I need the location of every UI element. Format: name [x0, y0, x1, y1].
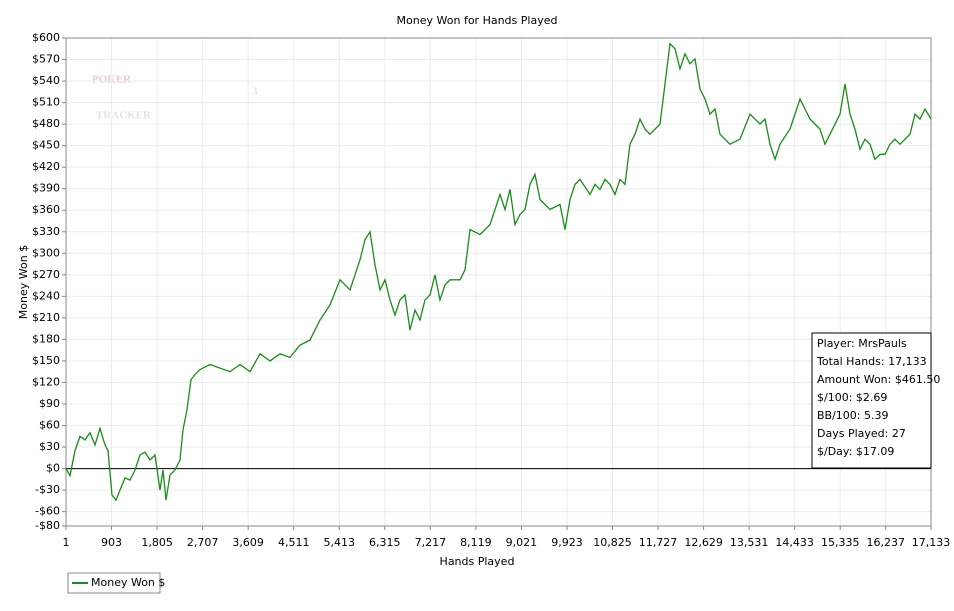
x-tick-label: 7,217 [415, 536, 447, 549]
y-axis-label: Money Won $ [17, 245, 30, 319]
stats-text: $/100: $2.69 [817, 391, 887, 404]
y-tick-label: $390 [32, 182, 60, 195]
x-tick-label: 16,237 [867, 536, 906, 549]
plot-border [65, 37, 932, 527]
x-tick-label: 14,433 [775, 536, 814, 549]
y-tick-label: $480 [32, 117, 60, 130]
y-tick-label: $510 [32, 96, 60, 109]
watermark: POKER [92, 74, 132, 86]
x-tick-label: 1,805 [141, 536, 173, 549]
x-tick-label: 11,727 [639, 536, 678, 549]
x-tick-label: 9,923 [551, 536, 583, 549]
y-tick-label: -$60 [35, 505, 60, 518]
x-tick-label: 6,315 [369, 536, 401, 549]
x-tick-label: 2,707 [187, 536, 219, 549]
x-axis-label: Hands Played [440, 555, 515, 568]
y-tick-label: $210 [32, 311, 60, 324]
stats-text: Player: MrsPauls [817, 337, 907, 350]
stats-text: Amount Won: $461.50 [817, 373, 940, 386]
y-tick-label: $180 [32, 332, 60, 345]
stats-text: Days Played: 27 [817, 427, 906, 440]
y-tick-label: -$80 [35, 519, 60, 532]
chart-title: Money Won for Hands Played [397, 14, 558, 27]
watermark: TRACKER [96, 110, 152, 122]
watermark: 3 [252, 86, 258, 98]
y-tick-label: $150 [32, 354, 60, 367]
x-tick-label: 8,119 [460, 536, 492, 549]
y-tick-label: $90 [39, 397, 60, 410]
x-tick-label: 903 [101, 536, 122, 549]
stats-text: BB/100: 5.39 [817, 409, 889, 422]
x-tick-label: 9,021 [506, 536, 538, 549]
x-tick-label: 1 [63, 536, 70, 549]
x-tick-label: 10,825 [593, 536, 632, 549]
stats-text: $/Day: $17.09 [817, 445, 894, 458]
y-tick-label: $240 [32, 289, 60, 302]
y-tick-label: $420 [32, 160, 60, 173]
x-tick-label: 15,335 [821, 536, 860, 549]
data-line [65, 42, 932, 502]
y-tick-label: $570 [32, 53, 60, 66]
stats-box [811, 332, 932, 469]
y-tick-label: $270 [32, 268, 60, 281]
x-tick-label: 5,413 [324, 536, 356, 549]
x-tick-label: 3,609 [232, 536, 264, 549]
y-tick-label: $0 [46, 462, 60, 475]
y-tick-label: $330 [32, 225, 60, 238]
x-tick-label: 4,511 [278, 536, 310, 549]
y-tick-label: -$30 [35, 483, 60, 496]
x-tick-label: 12,629 [684, 536, 723, 549]
y-tick-label: $120 [32, 375, 60, 388]
y-tick-label: $300 [32, 246, 60, 259]
y-tick-label: $450 [32, 139, 60, 152]
y-tick-label: $540 [32, 74, 60, 87]
y-tick-label: $30 [39, 440, 60, 453]
legend-label: Money Won $ [91, 576, 165, 589]
x-tick-label: 17,133 [912, 536, 951, 549]
y-tick-label: $60 [39, 419, 60, 432]
stats-text: Total Hands: 17,133 [816, 355, 927, 368]
x-tick-label: 13,531 [730, 536, 769, 549]
legend: Money Won $ [67, 572, 165, 594]
legend-box [67, 572, 161, 594]
y-tick-label: $600 [32, 31, 60, 44]
y-tick-label: $360 [32, 203, 60, 216]
